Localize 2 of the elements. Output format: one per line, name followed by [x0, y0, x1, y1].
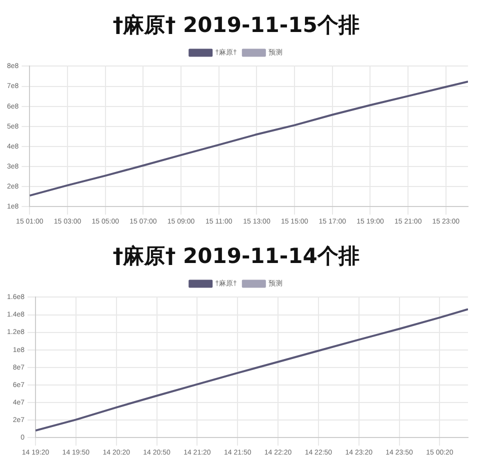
chart-title: †麻原† 2019-11-14个排 [112, 244, 360, 268]
chart-title: †麻原† 2019-11-15个排 [112, 13, 360, 38]
